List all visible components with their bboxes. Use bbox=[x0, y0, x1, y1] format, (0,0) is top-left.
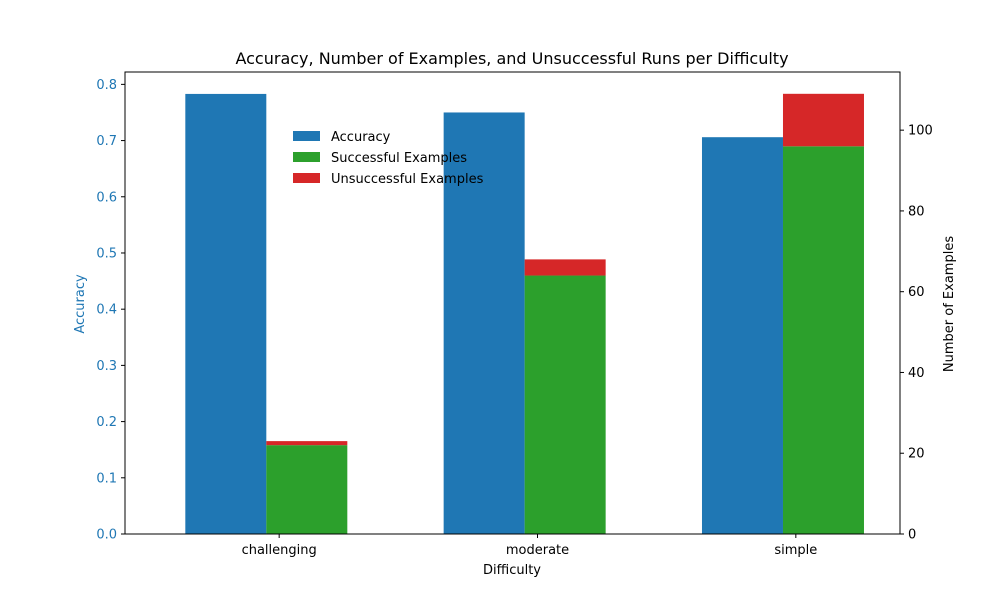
legend-swatch bbox=[293, 173, 320, 183]
y-right-tick-label: 0 bbox=[908, 528, 916, 543]
accuracy-bar bbox=[701, 137, 783, 534]
axes-layer: 0.0 0.1 0.2 0.3 0.4 0.5 0.6 0.7 0.8 0 20 40 60 80 100 c… bbox=[96, 71, 933, 558]
unsuccessful-bar bbox=[524, 259, 606, 276]
y-right-tick-label: 20 bbox=[908, 447, 925, 462]
successful-bar bbox=[266, 445, 348, 534]
y-axis-right-label: Number of Examples bbox=[942, 236, 957, 372]
accuracy-bar bbox=[443, 112, 525, 534]
y-left-tick-label: 0.8 bbox=[96, 78, 117, 93]
legend-swatch bbox=[293, 131, 320, 141]
legend-swatch bbox=[293, 152, 320, 162]
y-left-tick-label: 0.4 bbox=[96, 303, 117, 318]
unsuccessful-bar bbox=[782, 93, 864, 147]
plot-frame bbox=[124, 71, 901, 535]
y-left-tick-label: 0.5 bbox=[96, 246, 117, 261]
x-tick-label: simple bbox=[774, 543, 817, 558]
y-left-tick-label: 0.3 bbox=[96, 359, 117, 374]
y-left-tick-label: 0.7 bbox=[96, 134, 117, 149]
bars-layer bbox=[185, 93, 864, 535]
y-right-tick-label: 60 bbox=[908, 285, 925, 300]
chart-title: Accuracy, Number of Examples, and Unsucc… bbox=[235, 49, 788, 68]
successful-bar bbox=[782, 146, 864, 535]
x-tick-label: challenging bbox=[242, 543, 317, 558]
legend: Accuracy Successful Examples Unsuccessful … bbox=[293, 130, 484, 187]
y-left-tick-label: 0.6 bbox=[96, 190, 117, 205]
legend-label: Successful Examples bbox=[331, 151, 467, 166]
accuracy-bar bbox=[185, 93, 267, 534]
y-axis-left-label: Accuracy bbox=[73, 274, 88, 334]
x-axis-label: Difficulty bbox=[483, 563, 541, 578]
successful-bar bbox=[524, 275, 606, 534]
y-left-tick-label: 0.1 bbox=[96, 471, 117, 486]
y-right-tick-label: 40 bbox=[908, 366, 925, 381]
legend-label: Unsuccessful Examples bbox=[331, 172, 484, 187]
legend-label: Accuracy bbox=[331, 130, 391, 145]
y-right-tick-label: 100 bbox=[908, 124, 933, 139]
y-left-tick-label: 0.2 bbox=[96, 415, 117, 430]
unsuccessful-bar bbox=[266, 441, 348, 446]
x-tick-label: moderate bbox=[506, 543, 569, 558]
y-left-tick-label: 0.0 bbox=[96, 528, 117, 543]
y-right-tick-label: 80 bbox=[908, 204, 925, 219]
